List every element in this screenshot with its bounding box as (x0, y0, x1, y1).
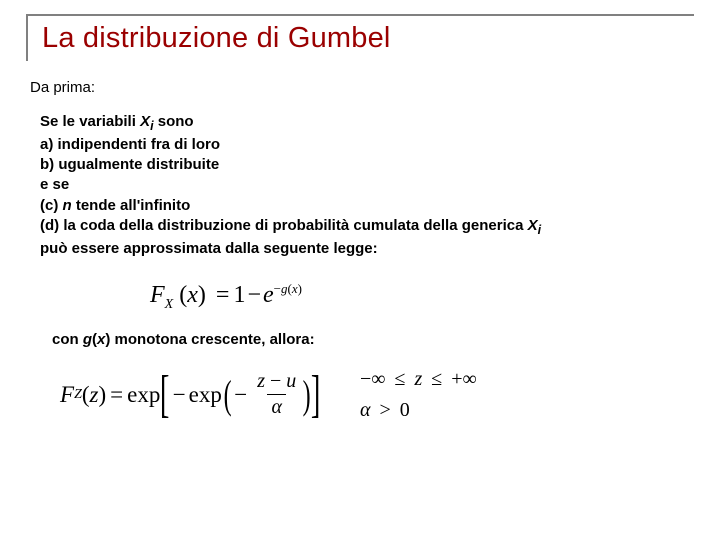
eq2-num-z: z (257, 370, 265, 392)
conditions-block: Se le variabili Xi sono a) indipendenti … (30, 112, 694, 259)
eq2-F: F (60, 382, 74, 408)
eq1-X: X (165, 297, 174, 312)
eq1-F: F (150, 282, 165, 308)
c-gt: > (375, 399, 394, 421)
eq2-lb: [ (160, 369, 170, 421)
eq1-e: e (263, 282, 274, 308)
eq2-m2: − (231, 382, 250, 408)
constraint-range: −∞ ≤ z ≤ +∞ (360, 368, 477, 391)
cond-ese: e se (40, 175, 694, 195)
cond-b: b) ugualmente distribuite (40, 155, 694, 175)
eq2-eq: = (106, 382, 127, 408)
constraint-alpha: α > 0 (360, 399, 410, 422)
c-le2: ≤ (427, 368, 446, 390)
eq2-rp: ) (98, 382, 106, 408)
eq2-z: z (90, 382, 99, 408)
then-b: monotona crescente, allora: (110, 331, 314, 348)
c-zero: 0 (400, 399, 410, 421)
eq2-exp: exp (127, 382, 160, 408)
eq2-rp2: ) (303, 375, 311, 415)
c-le1: ≤ (390, 368, 409, 390)
constraints: −∞ ≤ z ≤ +∞ α > 0 (360, 368, 477, 422)
eq1-s1: − (274, 281, 281, 296)
cond-a: a) indipendenti fra di loro (40, 135, 694, 155)
eq2-rb: ] (311, 369, 321, 421)
cond-d1: (d) la coda della distribuzione di proba… (40, 217, 528, 234)
c-alpha: α (360, 399, 371, 421)
c-z: z (414, 368, 422, 390)
then-a: con (52, 331, 83, 348)
cond-n: n (63, 197, 72, 214)
equation-1: FX (x) =1−e−g(x) (150, 281, 694, 313)
equation-2-row: FZ (z) = exp [ − exp ( − z − u α ) (30, 368, 694, 422)
eq2-Zsub: Z (74, 387, 82, 403)
slide-body: Da prima: Se le variabili Xi sono a) ind… (26, 79, 694, 422)
c-neginf: −∞ (360, 368, 386, 390)
eq2-frac: z − u α (253, 371, 300, 418)
eq2-num-u: u (286, 370, 296, 392)
c-posinf: +∞ (451, 368, 477, 390)
cond-di: i (538, 223, 541, 237)
eq2-m1: − (170, 382, 189, 408)
eq2-exp2: exp (189, 382, 224, 408)
then-line: con g(x) monotona crescente, allora: (30, 331, 694, 348)
cond-c1: (c) (40, 197, 63, 214)
cond-line-1: Se le variabili Xi sono (40, 112, 694, 135)
title-rule: La distribuzione di Gumbel (26, 14, 694, 61)
then-g: g (83, 331, 92, 348)
eq1-rp: ) (198, 282, 206, 308)
lead-text: Da prima: (30, 79, 694, 96)
cond-c3: tende all'infinito (72, 197, 191, 214)
cond-d: (d) la coda della distribuzione di proba… (40, 216, 694, 239)
cond-1d: sono (154, 113, 194, 130)
cond-c: (c) n tende all'infinito (40, 196, 694, 216)
equation-2: FZ (z) = exp [ − exp ( − z − u α ) (60, 369, 320, 421)
eq2-num-m: − (270, 370, 281, 392)
eq1-x: x (187, 282, 198, 308)
cond-1a: Se le variabili (40, 113, 140, 130)
eq2-den: α (267, 394, 286, 418)
slide: La distribuzione di Gumbel Da prima: Se … (0, 0, 720, 540)
eq2-lp2: ( (224, 375, 232, 415)
eq2-lp: ( (82, 382, 90, 408)
cond-dX: X (528, 217, 538, 234)
cond-var-X: X (140, 113, 150, 130)
eq1-s5: ) (298, 281, 302, 296)
eq1-one: 1 (233, 282, 245, 308)
eq1-eq: = (212, 282, 234, 308)
cond-last: può essere approssimata dalla seguente l… (40, 239, 694, 259)
eq1-minus: − (245, 282, 263, 308)
slide-title: La distribuzione di Gumbel (42, 22, 694, 55)
